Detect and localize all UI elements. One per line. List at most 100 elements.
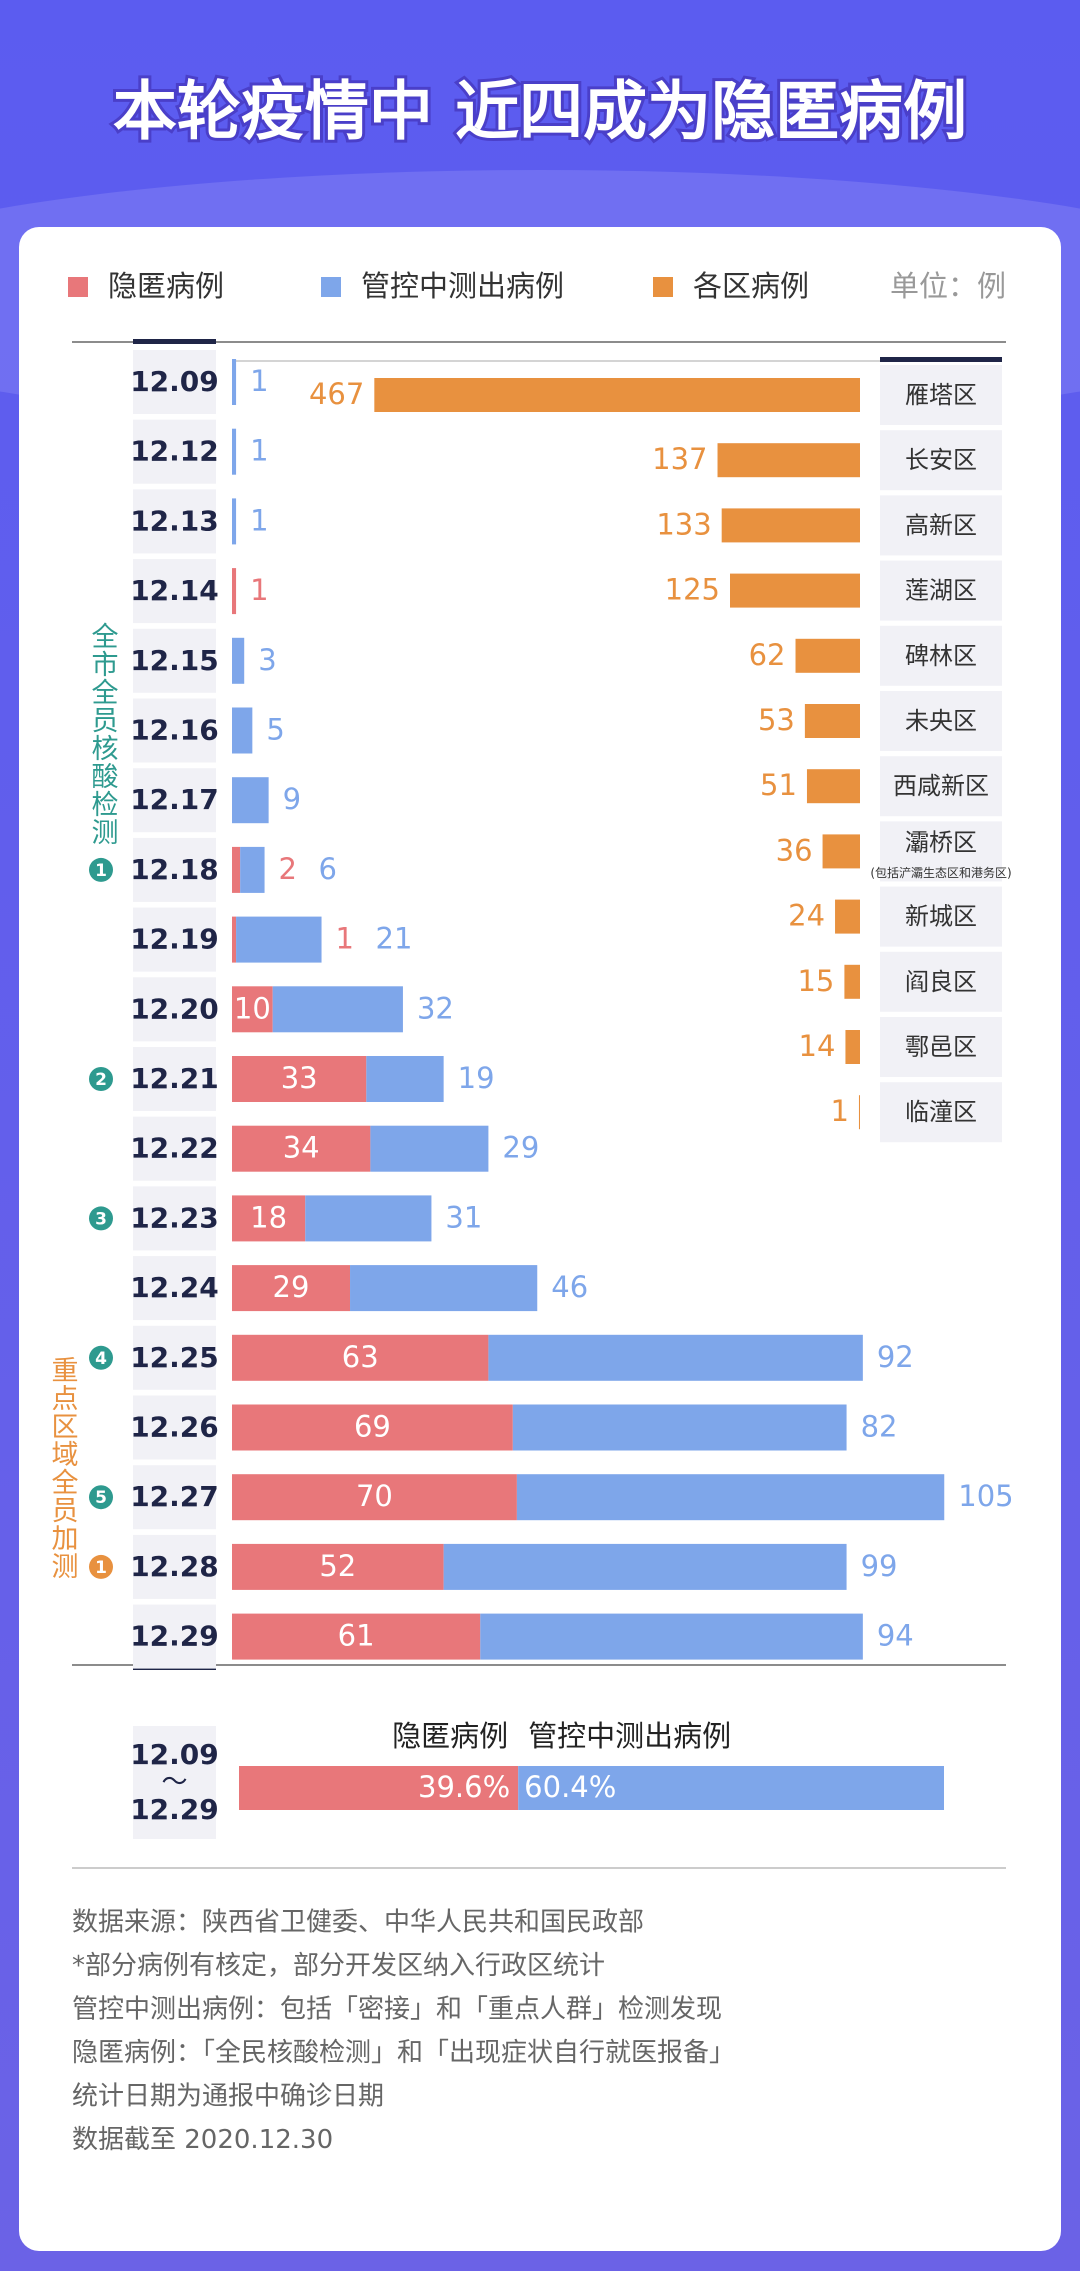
value-label-hidden: 61 bbox=[338, 1619, 375, 1653]
date-label: 12.19 bbox=[130, 923, 219, 956]
value-label-controlled: 19 bbox=[458, 1061, 495, 1095]
legend-swatch bbox=[68, 277, 88, 297]
bar-controlled bbox=[350, 1265, 538, 1312]
date-label: 12.22 bbox=[130, 1132, 219, 1165]
value-label-hidden: 52 bbox=[319, 1549, 356, 1583]
district-value-label: 1 bbox=[831, 1094, 849, 1128]
value-label-hidden: 10 bbox=[234, 991, 271, 1025]
district-bar bbox=[844, 964, 860, 999]
district-bar bbox=[858, 1095, 860, 1130]
value-label-controlled: 5 bbox=[266, 713, 284, 747]
district-value-label: 133 bbox=[656, 507, 711, 541]
value-label-hidden: 1 bbox=[336, 922, 354, 956]
date-label: 12.14 bbox=[130, 574, 219, 607]
bar-controlled bbox=[516, 1474, 945, 1521]
district-value-label: 36 bbox=[776, 833, 813, 867]
phase-mark-label: 5 bbox=[95, 1488, 107, 1508]
district-label: 长安区 bbox=[905, 446, 977, 474]
phase-annotation: 重点区域全员加测 bbox=[47, 1356, 79, 1580]
bar-controlled bbox=[232, 359, 237, 405]
date-cell bbox=[133, 1116, 216, 1181]
legend-swatch bbox=[321, 277, 341, 297]
date-column-cap bbox=[133, 339, 216, 344]
date-cell bbox=[133, 1256, 216, 1321]
district-bar bbox=[804, 704, 860, 738]
date-label: 12.26 bbox=[130, 1411, 219, 1444]
date-label: 12.16 bbox=[130, 714, 219, 747]
unit-label: 单位：例 bbox=[890, 269, 1006, 303]
phase-mark-label: 4 bbox=[95, 1349, 107, 1369]
bar-controlled bbox=[272, 986, 403, 1033]
district-value-label: 51 bbox=[760, 768, 797, 802]
bar-controlled bbox=[480, 1613, 863, 1660]
note: 数据截至 2020.12.30 bbox=[72, 2125, 333, 2155]
bar-controlled bbox=[236, 916, 322, 963]
value-label-controlled: 21 bbox=[376, 922, 413, 956]
date-label: 12.13 bbox=[130, 504, 219, 537]
phase-mark bbox=[89, 1206, 113, 1231]
district-value-label: 467 bbox=[309, 377, 364, 411]
value-label-hidden: 29 bbox=[273, 1270, 310, 1304]
share-series-name: 隐匿病例 bbox=[392, 1719, 508, 1753]
district-label: 碑林区 bbox=[905, 642, 977, 670]
district-bar bbox=[721, 508, 860, 543]
share-series-name: 管控中测出病例 bbox=[528, 1719, 731, 1753]
value-label-hidden: 18 bbox=[250, 1200, 287, 1234]
phase-mark-label: 2 bbox=[95, 1070, 107, 1090]
bar-controlled bbox=[488, 1334, 863, 1381]
district-label: 鄠邑区 bbox=[905, 1033, 977, 1061]
bar-controlled bbox=[232, 637, 245, 684]
value-label-controlled: 92 bbox=[877, 1340, 914, 1374]
bar-hidden bbox=[232, 1474, 517, 1521]
period-separator: ～ bbox=[161, 1768, 187, 1798]
note: 隐匿病例：「全民核酸检测」和「出现症状自行就医报备」 bbox=[72, 2038, 735, 2068]
date-cell bbox=[133, 698, 216, 763]
bar-hidden bbox=[232, 1404, 513, 1451]
district-cell bbox=[880, 691, 1002, 751]
bar-hidden bbox=[232, 1613, 481, 1660]
note: 管控中测出病例：包括「密接」和「重点人群」检测发现 bbox=[72, 1995, 722, 2025]
district-cell bbox=[880, 365, 1002, 425]
date-label: 12.09 bbox=[130, 365, 219, 398]
date-label: 12.17 bbox=[130, 783, 219, 816]
bar-hidden bbox=[232, 1543, 444, 1590]
date-label: 12.20 bbox=[130, 992, 219, 1025]
district-label: 莲湖区 bbox=[905, 577, 977, 605]
value-label-controlled: 29 bbox=[502, 1131, 539, 1165]
bar-controlled bbox=[366, 1056, 444, 1102]
date-label: 12.28 bbox=[130, 1550, 219, 1583]
date-cell bbox=[133, 419, 216, 484]
value-label-controlled: 9 bbox=[283, 782, 301, 816]
value-label-hidden: 63 bbox=[342, 1340, 379, 1374]
period-cell bbox=[133, 1726, 216, 1839]
date-cell bbox=[133, 907, 216, 972]
share-value-label: 39.6% bbox=[418, 1770, 510, 1804]
value-label-hidden: 70 bbox=[356, 1479, 393, 1513]
bar-controlled bbox=[370, 1125, 489, 1172]
value-label-controlled: 46 bbox=[551, 1270, 588, 1304]
date-label: 12.25 bbox=[130, 1341, 219, 1374]
district-value-label: 125 bbox=[665, 573, 720, 607]
date-label: 12.29 bbox=[130, 1620, 219, 1653]
share-value-label: 60.4% bbox=[524, 1770, 616, 1804]
district-label: 西咸新区 bbox=[893, 772, 989, 800]
date-cell bbox=[133, 1604, 216, 1669]
district-label: 阎良区 bbox=[905, 968, 977, 996]
bar-hidden bbox=[232, 1334, 489, 1381]
date-cell bbox=[133, 489, 216, 554]
bar-controlled bbox=[305, 1195, 432, 1242]
legend-label: 各区病例 bbox=[693, 269, 809, 303]
phase-mark-label: 1 bbox=[95, 861, 107, 881]
district-bar bbox=[822, 834, 860, 869]
bar-controlled bbox=[232, 777, 269, 824]
phase-mark bbox=[89, 857, 113, 882]
value-label-controlled: 105 bbox=[958, 1479, 1013, 1513]
share-bar bbox=[518, 1766, 944, 1810]
district-value-label: 14 bbox=[799, 1029, 836, 1063]
date-cell bbox=[133, 1325, 216, 1390]
date-cell bbox=[133, 977, 216, 1042]
bar-controlled bbox=[443, 1543, 847, 1590]
district-cell bbox=[880, 821, 1002, 882]
district-cell bbox=[880, 886, 1002, 947]
bar-controlled bbox=[232, 498, 237, 545]
